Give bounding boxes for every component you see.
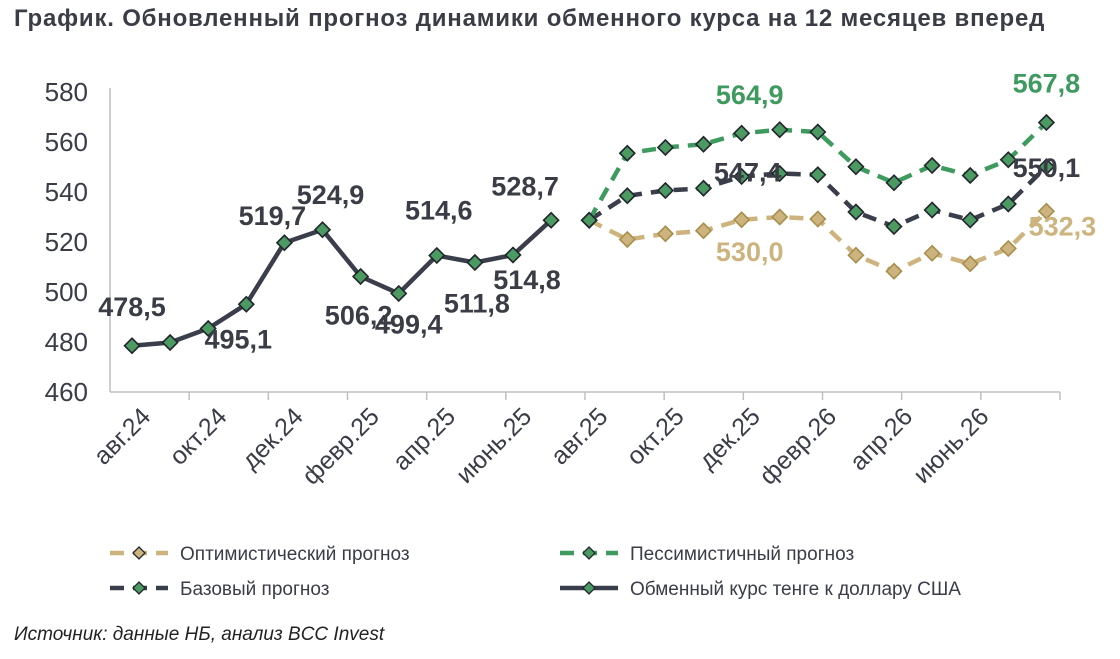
legend-label-base: Базовый прогноз: [180, 579, 329, 600]
data-point-pessimistic: [999, 151, 1017, 169]
data-point-actual: [199, 319, 217, 338]
x-tick-label: февр.26: [754, 402, 842, 490]
data-point-actual: [161, 333, 179, 352]
x-tick-label: июнь.26: [908, 402, 994, 488]
data-point-actual: [237, 295, 255, 313]
x-tick-label: апр.26: [845, 402, 919, 476]
x-tick-label: июнь.25: [451, 402, 537, 488]
data-label: 495,1: [205, 324, 273, 354]
data-point-optimistic: [732, 211, 751, 229]
data-point-base: [961, 211, 979, 229]
data-label: 524,9: [297, 180, 365, 210]
data-point-base: [618, 187, 636, 205]
data-point-base: [1037, 158, 1056, 176]
data-point-pessimistic: [580, 211, 598, 229]
data-label: 530,0: [716, 237, 784, 267]
data-point-pessimistic: [885, 174, 903, 192]
x-tick-label: авг.25: [546, 402, 614, 470]
data-point-optimistic: [885, 262, 903, 280]
data-point-pessimistic: [847, 158, 865, 176]
data-point-optimistic: [999, 239, 1017, 258]
data-point-optimistic: [694, 222, 713, 240]
x-tick-label: апр.25: [387, 402, 461, 476]
data-label: 499,4: [375, 310, 443, 340]
chart-title: График. Обновленный прогноз динамики обм…: [14, 5, 1046, 32]
data-point-pessimistic: [961, 166, 979, 185]
data-label: 550,1: [1013, 153, 1081, 183]
data-point-actual: [428, 246, 446, 265]
y-tick-label: 540: [45, 177, 88, 207]
data-point-actual: [542, 211, 560, 229]
data-label: 506,2: [325, 301, 393, 331]
x-tick-label: окт.24: [164, 402, 232, 470]
data-label: 514,8: [493, 265, 561, 295]
data-point-pessimistic: [771, 121, 789, 139]
data-point-actual: [313, 221, 332, 239]
data-point-base: [885, 217, 903, 236]
data-label: 511,8: [444, 289, 510, 319]
data-point-optimistic: [809, 210, 827, 228]
x-tick-label: дек.25: [694, 402, 766, 474]
data-point-base: [923, 201, 941, 219]
legend-label-pessimistic: Пессимистичный прогноз: [630, 544, 854, 565]
data-point-optimistic: [771, 208, 789, 226]
data-point-actual: [351, 267, 370, 286]
data-point-optimistic: [847, 246, 865, 264]
data-point-actual: [275, 234, 294, 252]
data-point-optimistic: [618, 230, 636, 249]
data-point-base: [694, 179, 713, 197]
data-point-base: [732, 167, 751, 186]
data-label: 532,3: [1029, 211, 1097, 241]
x-tick-label: дек.24: [236, 402, 308, 474]
data-point-base: [999, 195, 1017, 213]
data-label: 547,4: [714, 158, 782, 188]
data-label: 519,7: [239, 201, 307, 231]
legend-marker-optimistic: [132, 546, 146, 560]
data-label: 514,6: [405, 196, 473, 226]
y-tick-label: 560: [45, 127, 88, 157]
data-point-pessimistic: [694, 135, 713, 153]
source-note: Источник: данные НБ, анализ BCC Invest: [14, 624, 385, 645]
data-point-base: [771, 164, 789, 183]
data-point-optimistic: [923, 244, 941, 262]
data-point-base: [847, 203, 865, 221]
y-tick-label: 580: [45, 77, 88, 107]
data-point-pessimistic: [809, 123, 827, 141]
data-label: 478,5: [98, 292, 166, 322]
x-tick-label: февр.25: [297, 402, 385, 490]
data-point-actual: [466, 253, 484, 272]
data-point-base: [809, 166, 827, 184]
data-point-pessimistic: [618, 144, 636, 162]
data-point-actual: [504, 246, 522, 264]
data-label: 564,9: [716, 80, 784, 110]
data-point-optimistic: [1037, 202, 1056, 220]
legend-label-actual: Обменный курс тенге к доллару США: [630, 579, 961, 600]
y-tick-label: 460: [45, 377, 88, 407]
data-point-optimistic: [656, 225, 675, 243]
y-tick-label: 480: [45, 327, 88, 357]
x-tick-label: окт.25: [621, 402, 689, 470]
data-point-optimistic: [961, 255, 979, 273]
data-label: 567,8: [1013, 69, 1081, 99]
y-tick-label: 520: [45, 227, 88, 257]
legend-label-optimistic: Оптимистический прогноз: [180, 544, 410, 565]
data-point-pessimistic: [656, 138, 675, 157]
legend-marker-pessimistic: [582, 546, 596, 560]
y-tick-label: 500: [45, 277, 88, 307]
data-point-actual: [390, 284, 408, 303]
x-tick-label: авг.24: [88, 402, 156, 470]
data-point-pessimistic: [732, 124, 751, 142]
data-point-pessimistic: [1037, 113, 1056, 132]
data-point-pessimistic: [923, 156, 941, 175]
legend-marker-actual: [582, 581, 596, 595]
data-point-actual: [123, 337, 141, 355]
legend-marker-base: [132, 581, 146, 595]
data-label: 528,7: [491, 171, 559, 201]
data-point-base: [656, 181, 675, 200]
